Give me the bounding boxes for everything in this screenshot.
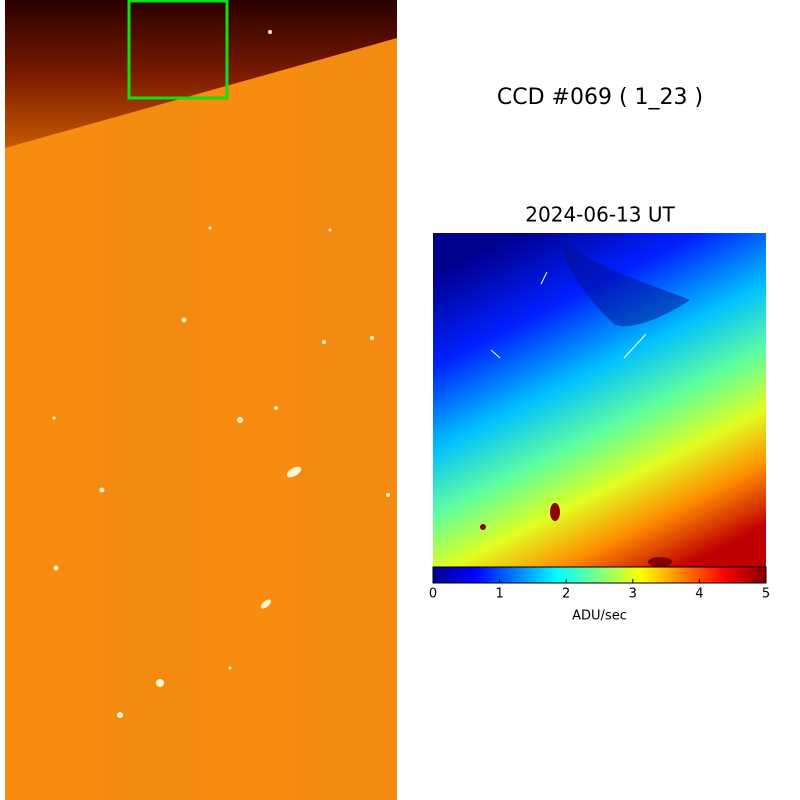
colorbar-tick-label: 0 (429, 587, 437, 602)
source (550, 503, 560, 521)
streak (623, 333, 647, 359)
source (648, 557, 672, 567)
shadow (560, 240, 690, 327)
colorbar: ADU/sec 0 1 2 3 4 5 (429, 566, 770, 624)
colorbar-gradient (432, 566, 767, 584)
image-date: 2024-06-13 UT (525, 203, 675, 227)
colorbar-label: ADU/sec (572, 609, 627, 624)
colorbar-tick-label: 5 (762, 587, 770, 602)
ccd-title: CCD #069 ( 1_23 ) (497, 85, 703, 110)
colorbar-tick-label: 1 (495, 587, 503, 602)
colorbar-tick-label: 3 (629, 587, 637, 602)
dark-region (5, 0, 397, 148)
amp-strip (298, 0, 397, 800)
zoom-box (127, 0, 229, 100)
ccd-image (5, 0, 397, 800)
stars (52, 30, 390, 718)
zoom-image (433, 233, 766, 567)
amp-strip (102, 0, 200, 800)
colorbar-tick-label: 4 (695, 587, 703, 602)
streak (490, 349, 501, 359)
streak (540, 271, 548, 285)
source (480, 524, 486, 530)
colorbar-tick-label: 2 (562, 587, 570, 602)
